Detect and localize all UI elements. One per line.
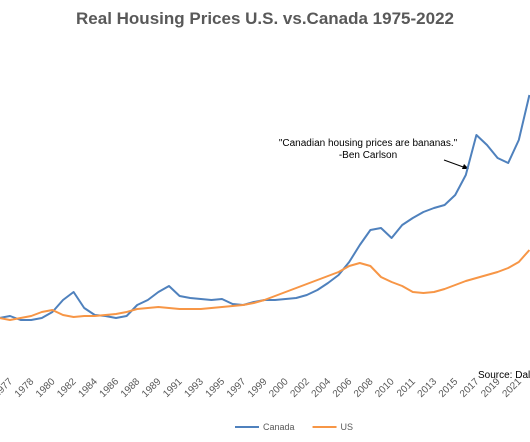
x-tick-label: 2011 (395, 376, 418, 399)
legend-label: US (341, 422, 354, 432)
x-tick-label: 2008 (352, 376, 376, 400)
series-line (0, 249, 530, 321)
x-tick-label: 2006 (331, 376, 355, 400)
x-tick-label: 2004 (310, 376, 334, 400)
x-tick-label: 2002 (288, 376, 312, 400)
x-tick-label: 1993 (182, 376, 206, 400)
x-tick-label: 1980 (34, 376, 58, 400)
legend-label: Canada (263, 422, 295, 432)
annotation-arrow (443, 159, 467, 169)
x-tick-label: 1988 (119, 376, 143, 400)
x-tick-label: 1991 (161, 376, 185, 400)
source: Source: Dall (478, 370, 530, 381)
x-tick-label: 1982 (55, 376, 79, 400)
x-tick-label: 1986 (98, 376, 122, 400)
x-tick-label: 1999 (246, 376, 270, 400)
x-tick-label: 2013 (416, 376, 440, 400)
x-tick-label: 2000 (267, 376, 291, 400)
chart-title: Real Housing Prices U.S. vs.Canada 1975-… (76, 9, 454, 28)
x-tick-label: 1984 (76, 376, 100, 400)
x-tick-label: 1978 (13, 376, 37, 400)
x-tick-label: 2010 (373, 376, 397, 400)
annotation: -Ben Carlson (339, 150, 397, 161)
x-tick-label: 2015 (437, 376, 461, 400)
x-tick-label: 1995 (204, 376, 228, 400)
annotation: "Canadian housing prices are bananas." (279, 138, 458, 149)
x-tick-label: 1977 (0, 376, 15, 400)
x-tick-label: 1997 (225, 376, 249, 400)
x-tick-label: 1989 (140, 376, 164, 400)
